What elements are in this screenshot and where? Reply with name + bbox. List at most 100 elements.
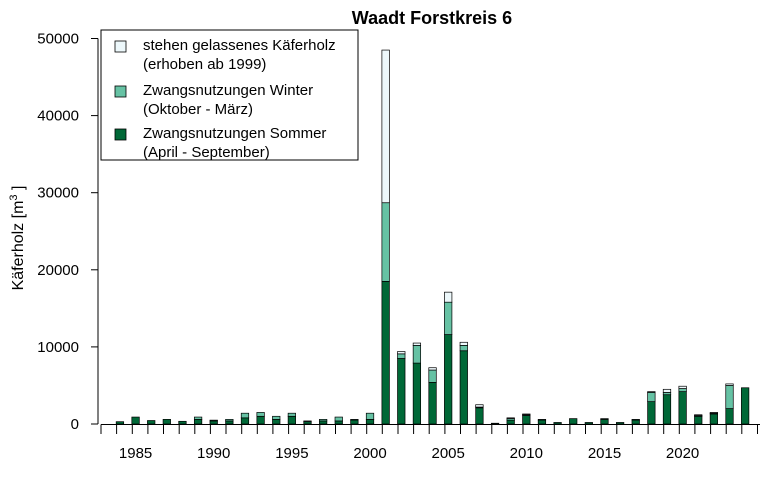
bar-2024-series-0 bbox=[741, 387, 750, 425]
bar-2003-series-1 bbox=[412, 345, 422, 364]
bar-1995-series-1 bbox=[287, 412, 296, 417]
bar-2006-series-1 bbox=[459, 345, 468, 352]
bar-1990-series-1 bbox=[209, 419, 218, 422]
bar-2011-series-1 bbox=[537, 419, 547, 421]
x-axis-tick-labels: 1985 1990 1995 2000 2005 2010 2015 2020 bbox=[119, 445, 699, 462]
bar-2007-series-2 bbox=[475, 404, 484, 408]
bar-1998-series-0 bbox=[334, 420, 343, 425]
legend-swatch-series-0 bbox=[114, 128, 127, 141]
bar-2015-series-0 bbox=[600, 419, 609, 425]
bar-1994-series-0 bbox=[272, 419, 281, 425]
bar-1993-series-0 bbox=[256, 415, 265, 425]
bar-2023-series-2 bbox=[725, 383, 734, 386]
bar-1988-series-0 bbox=[178, 420, 187, 425]
bar-1992-series-1 bbox=[240, 412, 250, 419]
y-axis-label-close: ] bbox=[10, 186, 27, 195]
legend-sublabel-series-0: (April - September) bbox=[143, 144, 270, 161]
bar-2002-series-1 bbox=[397, 353, 406, 359]
legend: stehen gelassenes Käferholz (erhoben ab 1… bbox=[100, 29, 359, 161]
bar-2000-series-0 bbox=[365, 419, 375, 425]
bar-2002-series-0 bbox=[397, 358, 406, 425]
bar-2020-series-0 bbox=[678, 391, 687, 425]
bar-2023-series-1 bbox=[725, 385, 734, 409]
bar-1999-series-1 bbox=[350, 419, 359, 421]
bar-1993-series-1 bbox=[256, 412, 265, 417]
bar-2006-series-2 bbox=[459, 341, 468, 346]
bar-2018-series-0 bbox=[647, 401, 656, 425]
x-tick-label: 1995 bbox=[275, 445, 308, 462]
legend-label-series-1: Zwangsnutzungen Winter bbox=[143, 82, 313, 99]
legend-swatch-series-2 bbox=[114, 40, 127, 53]
bar-2010-series-2 bbox=[522, 413, 531, 416]
bar-1991-series-1 bbox=[225, 419, 234, 422]
bar-2009-series-0 bbox=[506, 419, 515, 425]
y-axis-label-main: Käferholz [m bbox=[10, 201, 27, 291]
bar-2003-series-0 bbox=[412, 362, 422, 425]
legend-box bbox=[100, 29, 359, 161]
bar-1997-series-1 bbox=[319, 419, 328, 422]
bar-1997-series-0 bbox=[319, 420, 328, 425]
bar-2009-series-2 bbox=[506, 417, 515, 419]
bar-2017-series-0 bbox=[631, 419, 640, 425]
bar-2020-series-1 bbox=[678, 388, 687, 392]
y-tick-label: 10000 bbox=[37, 339, 79, 356]
x-tick-label: 2015 bbox=[588, 445, 621, 462]
bar-2022-series-0 bbox=[709, 413, 718, 425]
y-axis-label: Käferholz [m3 ] bbox=[8, 186, 27, 291]
bar-2001-series-1 bbox=[381, 202, 390, 282]
bar-2007-series-0 bbox=[475, 407, 484, 425]
x-axis-ticks bbox=[100, 424, 758, 434]
bar-1986-series-0 bbox=[147, 420, 156, 425]
bar-2003-series-2 bbox=[412, 342, 422, 346]
bar-1985-series-0 bbox=[131, 416, 140, 425]
y-tick-label: 20000 bbox=[37, 262, 79, 279]
bar-2001-series-0 bbox=[381, 281, 390, 425]
legend-sublabel-series-1: (Oktober - März) bbox=[143, 101, 253, 118]
bar-2020-series-2 bbox=[678, 385, 687, 389]
bar-2022-series-2 bbox=[709, 412, 718, 414]
bar-1999-series-0 bbox=[350, 419, 359, 425]
bar-2004-series-0 bbox=[428, 382, 437, 425]
legend-swatch-series-1 bbox=[114, 85, 127, 98]
bar-2008-series-0 bbox=[490, 422, 500, 425]
bar-1994-series-1 bbox=[272, 415, 281, 420]
bar-2021-series-2 bbox=[694, 414, 703, 416]
bar-2017-series-1 bbox=[631, 419, 640, 421]
bar-2023-series-0 bbox=[725, 408, 734, 425]
bar-1984-series-0 bbox=[115, 421, 125, 425]
bar-1991-series-0 bbox=[225, 420, 234, 425]
y-tick-label: 30000 bbox=[37, 185, 79, 202]
bar-2000-series-1 bbox=[365, 412, 375, 420]
bar-1989-series-0 bbox=[193, 419, 203, 425]
legend-label-series-0: Zwangsnutzungen Sommer bbox=[143, 125, 326, 142]
bar-2006-series-0 bbox=[459, 350, 468, 425]
bar-2004-series-1 bbox=[428, 369, 437, 383]
bar-1998-series-1 bbox=[334, 416, 343, 422]
y-axis-label-superscript: 3 bbox=[8, 194, 20, 200]
bar-2010-series-0 bbox=[522, 415, 531, 425]
bar-2012-series-0 bbox=[553, 422, 562, 425]
legend-sublabel-series-2: (erhoben ab 1999) bbox=[143, 56, 266, 73]
bar-2005-series-2 bbox=[444, 291, 453, 303]
y-axis-ticks bbox=[91, 38, 98, 425]
x-tick-label: 2005 bbox=[432, 445, 465, 462]
x-tick-label: 1990 bbox=[197, 445, 230, 462]
y-axis-tick-labels: 0 10000 20000 30000 40000 50000 bbox=[37, 31, 79, 434]
bar-2015-series-1 bbox=[600, 418, 609, 420]
bar-1992-series-0 bbox=[240, 417, 250, 425]
bar-2005-series-1 bbox=[444, 301, 453, 335]
bar-1996-series-1 bbox=[303, 420, 312, 423]
bar-2001-series-2 bbox=[381, 49, 390, 204]
bar-2019-series-0 bbox=[662, 394, 672, 425]
bar-2014-series-0 bbox=[584, 422, 593, 425]
bar-1995-series-0 bbox=[287, 415, 296, 425]
bar-2018-series-1 bbox=[647, 392, 656, 402]
x-tick-label: 2020 bbox=[666, 445, 699, 462]
bar-2002-series-2 bbox=[397, 351, 406, 355]
x-tick-label: 2000 bbox=[353, 445, 386, 462]
bar-2019-series-2 bbox=[662, 388, 672, 393]
x-tick-label: 2010 bbox=[510, 445, 543, 462]
bar-1989-series-1 bbox=[193, 416, 203, 420]
bar-2005-series-0 bbox=[444, 334, 453, 425]
